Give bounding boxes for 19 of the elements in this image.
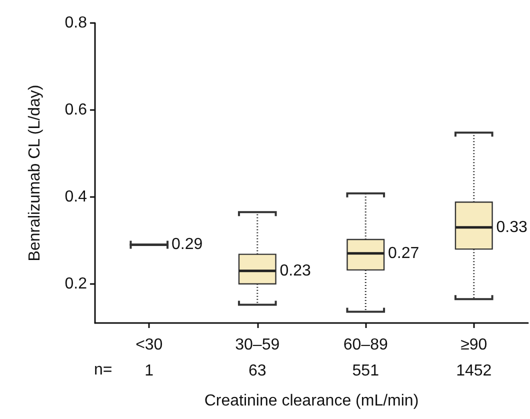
text: 0.23 [280, 262, 311, 280]
text: 0.27 [388, 244, 420, 262]
text: 63 [248, 362, 266, 380]
y-tick-label: 0.2 [64, 275, 88, 292]
text: 0.29 [172, 236, 203, 254]
text: 551 [352, 362, 380, 380]
text: 1 [144, 362, 154, 380]
y-axis-title: Benralizumab CL (L/day) [26, 84, 44, 262]
x-tick-label: 60–89 [343, 336, 388, 354]
x-tick-label: ≥90 [460, 336, 488, 354]
text: 1452 [456, 362, 492, 380]
y-tick-label: 0.8 [64, 14, 88, 32]
y-tick-label: 0.4 [64, 188, 88, 206]
x-tick-label: <30 [136, 336, 163, 354]
x-axis-title: Creatinine clearance (mL/min) [204, 392, 419, 410]
x-tick-label: 30–59 [235, 336, 280, 354]
text: n= [94, 362, 112, 378]
y-tick-label: 0.6 [64, 101, 88, 118]
text: 0.33 [496, 218, 528, 236]
